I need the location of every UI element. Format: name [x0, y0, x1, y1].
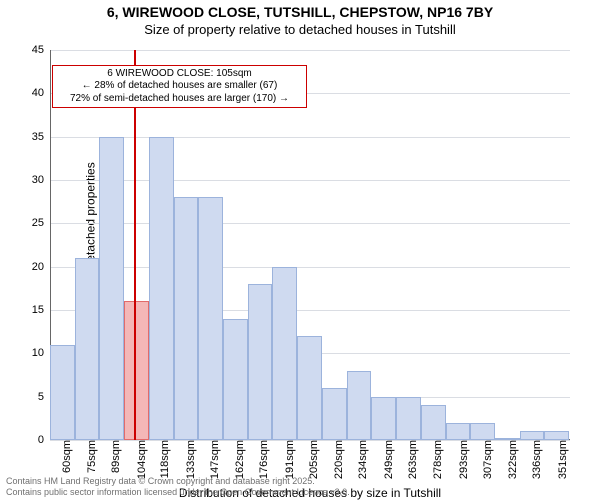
page-title: 6, WIREWOOD CLOSE, TUTSHILL, CHEPSTOW, N…	[0, 4, 600, 22]
subject-marker-line	[134, 50, 136, 440]
histogram-bar	[544, 431, 569, 440]
gridline	[50, 267, 570, 268]
x-tick-label: 147sqm	[207, 440, 221, 479]
x-tick-label: 133sqm	[183, 440, 197, 479]
histogram-bar	[99, 137, 124, 440]
histogram-bar	[371, 397, 396, 440]
x-tick-label: 118sqm	[157, 440, 171, 478]
x-tick-label: 176sqm	[256, 440, 270, 479]
histogram-bar	[347, 371, 372, 440]
y-tick-label: 40	[32, 87, 50, 99]
x-tick-label: 322sqm	[505, 440, 519, 479]
histogram-bar	[149, 137, 174, 440]
histogram-bar	[174, 197, 199, 440]
y-tick-label: 20	[32, 261, 50, 273]
y-tick-label: 45	[32, 44, 50, 56]
x-tick-label: 220sqm	[331, 440, 345, 479]
x-tick-label: 234sqm	[355, 440, 369, 479]
x-tick-label: 351sqm	[555, 440, 569, 479]
histogram-bar	[198, 197, 223, 440]
y-tick-label: 0	[38, 434, 50, 446]
x-tick-label: 191sqm	[282, 440, 296, 479]
y-tick-label: 35	[32, 131, 50, 143]
x-tick-label: 162sqm	[232, 440, 246, 479]
histogram-bar	[520, 431, 545, 440]
histogram-bar	[396, 397, 421, 440]
x-tick-label: 307sqm	[480, 440, 494, 479]
histogram-bar	[75, 258, 100, 440]
gridline	[50, 137, 570, 138]
gridline	[50, 180, 570, 181]
x-tick-label: 89sqm	[108, 440, 122, 473]
histogram-bar	[470, 423, 495, 440]
y-tick-label: 5	[38, 391, 50, 403]
gridline	[50, 223, 570, 224]
x-tick-label: 205sqm	[306, 440, 320, 479]
y-tick-label: 25	[32, 217, 50, 229]
histogram-bar	[322, 388, 347, 440]
histogram-bar	[421, 405, 446, 440]
histogram-bar	[223, 319, 248, 440]
y-tick-label: 10	[32, 347, 50, 359]
annotation-box: 6 WIREWOOD CLOSE: 105sqm← 28% of detache…	[52, 65, 307, 109]
y-tick-label: 30	[32, 174, 50, 186]
x-tick-label: 293sqm	[456, 440, 470, 479]
x-tick-label: 336sqm	[529, 440, 543, 479]
annotation-line: 72% of semi-detached houses are larger (…	[57, 93, 302, 106]
histogram-bar	[272, 267, 297, 440]
attribution-footer: Contains HM Land Registry data © Crown c…	[6, 476, 350, 498]
x-tick-label: 104sqm	[134, 440, 148, 479]
x-tick-label: 75sqm	[84, 440, 98, 473]
y-tick-label: 15	[32, 304, 50, 316]
gridline	[50, 50, 570, 51]
histogram-bar-highlight	[124, 301, 149, 440]
histogram-bar	[297, 336, 322, 440]
histogram-bar	[50, 345, 75, 440]
footer-line: Contains public sector information licen…	[6, 487, 350, 498]
x-tick-label: 278sqm	[430, 440, 444, 479]
x-tick-label: 60sqm	[59, 440, 73, 473]
x-tick-label: 249sqm	[381, 440, 395, 479]
x-tick-label: 263sqm	[405, 440, 419, 479]
histogram-chart: Number of detached properties Distributi…	[50, 50, 570, 440]
histogram-bar	[248, 284, 273, 440]
annotation-line: ← 28% of detached houses are smaller (67…	[57, 80, 302, 93]
annotation-line: 6 WIREWOOD CLOSE: 105sqm	[57, 68, 302, 81]
histogram-bar	[446, 423, 471, 440]
footer-line: Contains HM Land Registry data © Crown c…	[6, 476, 350, 487]
page-subtitle: Size of property relative to detached ho…	[0, 22, 600, 38]
